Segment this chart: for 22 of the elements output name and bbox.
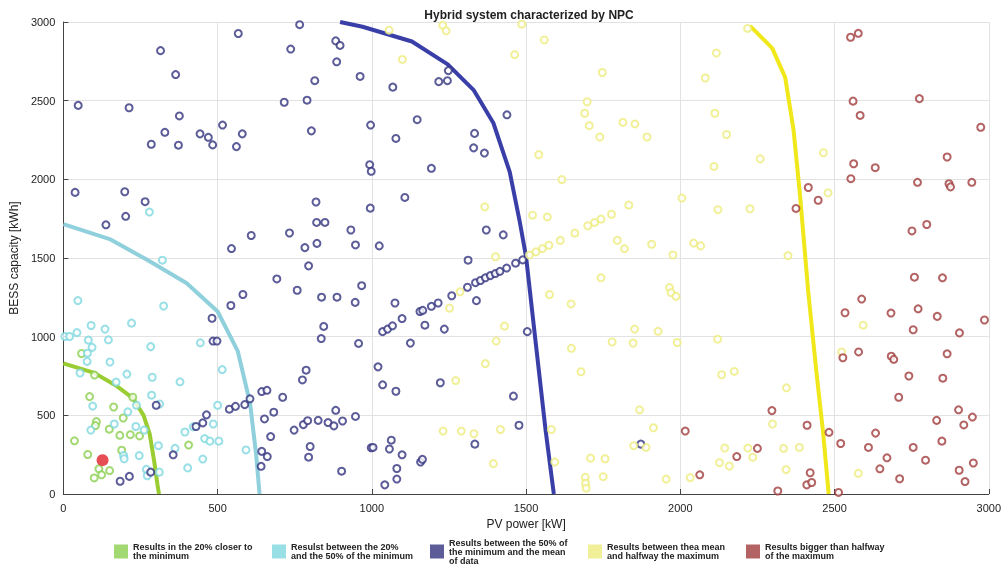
y-axis-title: BESS capacity [kWh] — [7, 201, 21, 315]
y-tick-label: 3000 — [30, 16, 56, 28]
x-axis-title: PV power [kW] — [486, 516, 566, 531]
y-tick-label: 0 — [49, 488, 56, 500]
y-tick-label: 1500 — [30, 252, 56, 264]
chart-title: Hybrid system characterized by NPC — [424, 8, 635, 22]
x-tick-label: 500 — [208, 501, 227, 514]
x-tick-label: 2500 — [822, 501, 847, 514]
y-tick-label: 1000 — [30, 330, 56, 343]
x-tick-label: 3000 — [976, 501, 1002, 514]
legend-label: Results between thea mean and halfway the maximum — [607, 542, 728, 561]
y-tick-label: 500 — [37, 409, 56, 422]
x-tick-label: 1000 — [359, 501, 385, 514]
legend-label: Results in the 20% closer to the minimum — [133, 542, 256, 561]
legend-label: Results bigger than halfway of the maximum — [765, 542, 888, 561]
x-tick-label: 2000 — [668, 501, 693, 514]
x-tick-label: 1500 — [513, 501, 539, 514]
x-tick-label: 0 — [60, 501, 67, 514]
y-tick-label: 2000 — [30, 173, 56, 186]
y-tick-label: 2500 — [30, 94, 56, 107]
legend-label: Resulst between the 20% and the 50% of the minimum — [291, 542, 414, 561]
legend-label: Results between the 50% of the minimum and the mean of data — [449, 537, 571, 566]
